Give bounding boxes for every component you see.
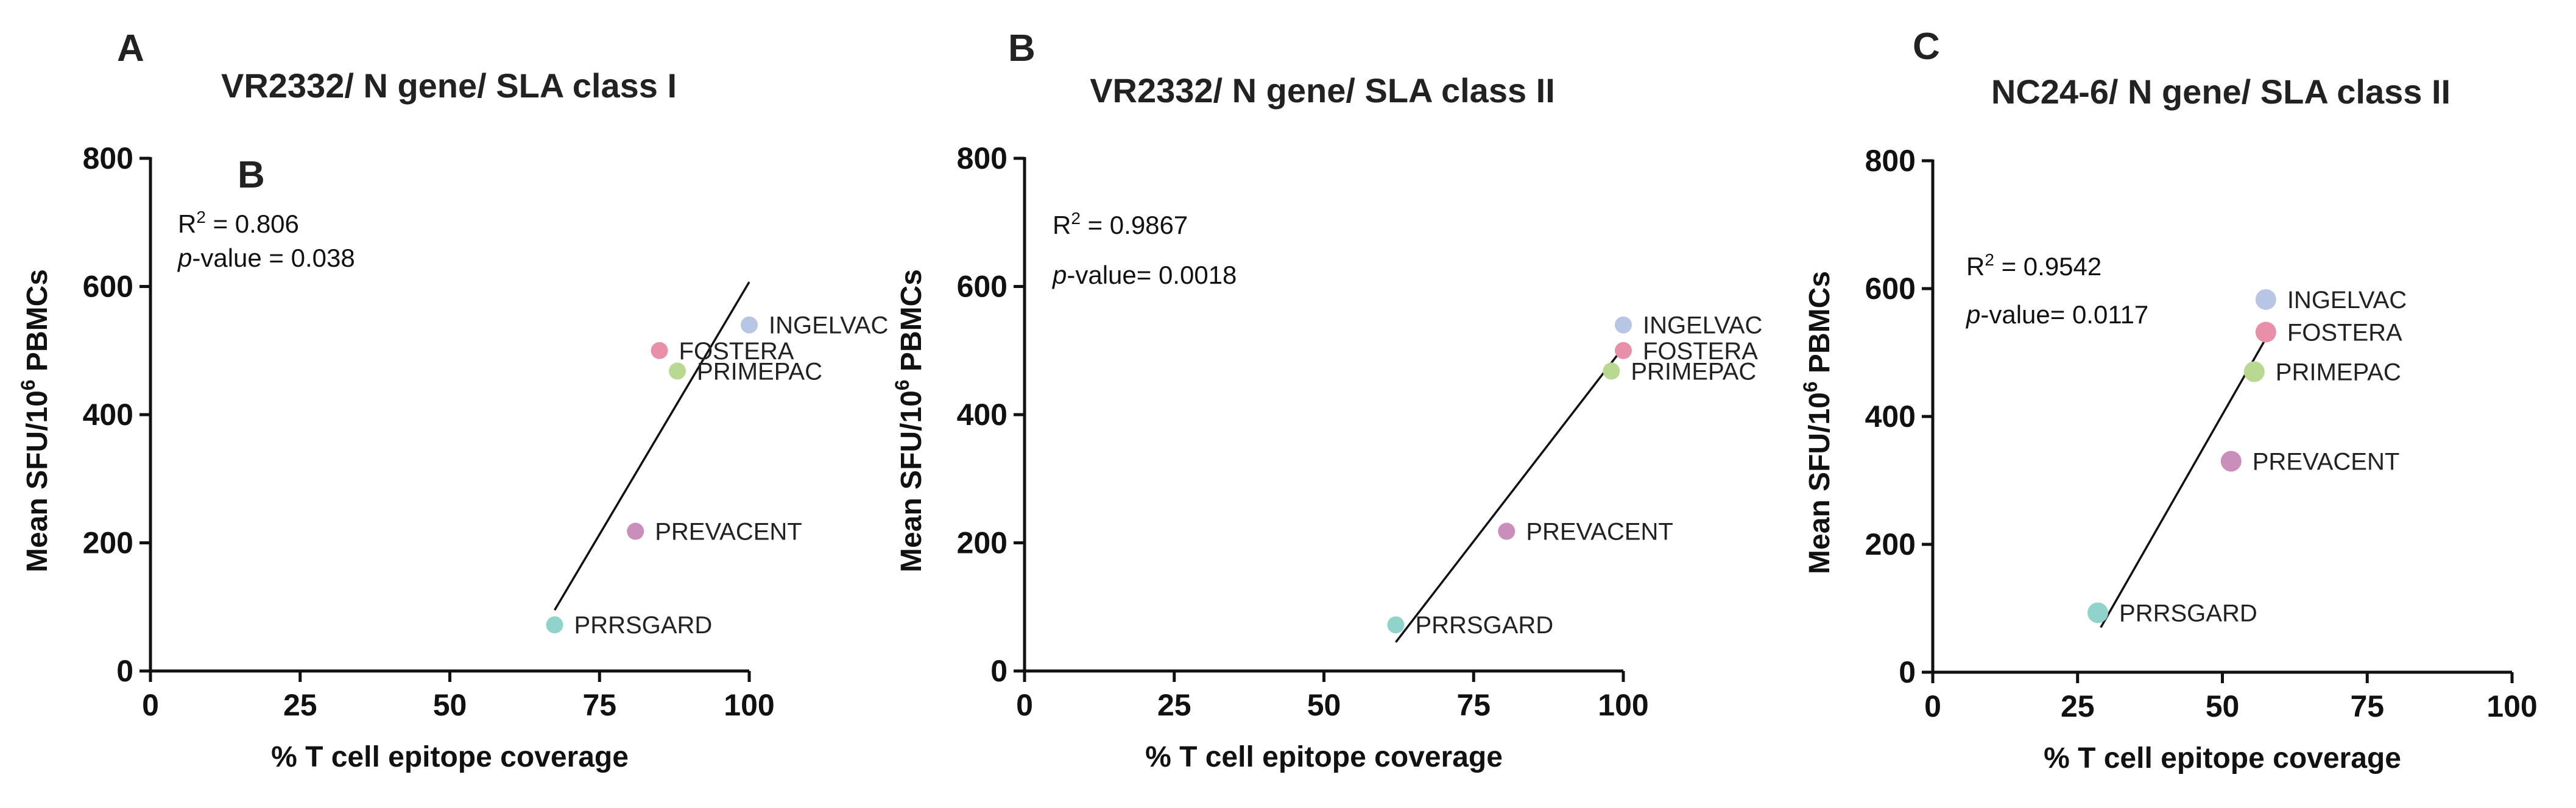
y-tick-label: 200: [957, 526, 1007, 560]
y-tick-label: 600: [83, 270, 133, 304]
chart-title: NC24-6/ N gene/ SLA class II: [1991, 72, 2451, 111]
y-axis-title: Mean SFU/106 PBMCs: [1799, 271, 1836, 574]
data-point-ingelvac: [741, 316, 758, 334]
point-label-primepac: PRIMEPAC: [697, 358, 822, 385]
x-tick-label: 0: [1016, 688, 1033, 722]
y-tick-label: 200: [1865, 527, 1916, 561]
x-axis-title: % T cell epitope coverage: [1145, 741, 1503, 773]
point-label-prevacent: PREVACENT: [1526, 519, 1673, 546]
x-tick-label: 100: [1598, 688, 1648, 722]
y-tick-label: 0: [116, 654, 133, 688]
y-tick-label: 600: [957, 270, 1007, 304]
y-axis-title: Mean SFU/106 PBMCs: [17, 269, 54, 572]
chart-panel-c: C NC24-6/ N gene/ SLA class II 0 25 50 75 100 0…: [1799, 26, 2538, 775]
x-tick-label: 100: [724, 688, 774, 722]
x-tick-label: 100: [2486, 689, 2537, 723]
panel-letter: B: [1008, 27, 1036, 69]
x-tick-label: 25: [283, 688, 317, 722]
data-point-ingelvac: [1615, 316, 1632, 334]
data-point-prrsgard: [1387, 616, 1405, 634]
data-point-fostera: [1615, 342, 1632, 359]
point-label-ingelvac: INGELVAC: [2287, 287, 2407, 314]
data-point-fostera: [2255, 321, 2276, 343]
p-value-annotation: p-value= 0.0018: [1051, 261, 1237, 289]
panel-letter: A: [117, 27, 144, 69]
data-point-ingelvac: [2255, 289, 2276, 310]
inset-letter: B: [238, 154, 265, 196]
point-label-fostera: FOSTERA: [2287, 319, 2402, 346]
point-label-prrsgard: PRRSGARD: [1415, 612, 1553, 639]
regression-line: [1395, 346, 1625, 643]
point-label-prrsgard: PRRSGARD: [574, 612, 713, 639]
point-label-ingelvac: INGELVAC: [1643, 312, 1762, 339]
x-tick-label: 25: [1157, 688, 1191, 722]
x-tick-label: 75: [582, 688, 616, 722]
x-tick-label: 50: [433, 688, 467, 722]
point-label-prevacent: PREVACENT: [655, 519, 802, 546]
y-tick-label: 800: [1865, 144, 1916, 178]
y-tick-label: 0: [1899, 655, 1916, 689]
point-label-fostera: FOSTERA: [1643, 338, 1758, 365]
r-squared-annotation: R2 = 0.806: [178, 208, 299, 238]
regression-line: [2100, 338, 2267, 628]
regression-line: [554, 281, 750, 611]
x-axis-title: % T cell epitope coverage: [271, 741, 629, 773]
data-point-prevacent: [627, 522, 644, 540]
y-tick-label: 800: [957, 141, 1007, 175]
point-label-fostera: FOSTERA: [679, 338, 794, 365]
chart-panel-b: B VR2332/ N gene/ SLA class II 0 25 50 75 100 0…: [891, 27, 1762, 773]
y-tick-label: 0: [990, 654, 1007, 688]
point-label-primepac: PRIMEPAC: [1631, 358, 1756, 385]
y-tick-label: 600: [1865, 272, 1916, 306]
point-label-prrsgard: PRRSGARD: [2119, 600, 2257, 627]
x-tick-label: 25: [2061, 689, 2095, 723]
x-tick-label: 0: [142, 688, 159, 722]
point-label-ingelvac: INGELVAC: [769, 312, 888, 339]
chart-panel-a: A VR2332/ N gene/ SLA class I 0 25 50 75 100 0 2…: [17, 27, 888, 773]
data-point-prrsgard: [2087, 602, 2109, 624]
data-point-primepac: [2243, 361, 2265, 382]
data-point-prrsgard: [546, 616, 563, 634]
x-tick-label: 75: [2350, 689, 2384, 723]
chart-title: VR2332/ N gene/ SLA class I: [221, 66, 677, 105]
x-tick-label: 0: [1924, 689, 1941, 723]
data-point-prevacent: [2220, 451, 2242, 472]
x-tick-label: 50: [1307, 688, 1341, 722]
data-point-primepac: [669, 362, 686, 380]
panel-letter: C: [1913, 26, 1940, 68]
y-tick-label: 800: [83, 141, 133, 175]
chart-title: VR2332/ N gene/ SLA class II: [1090, 71, 1555, 110]
y-tick-label: 400: [1865, 399, 1916, 434]
point-label-prevacent: PREVACENT: [2253, 449, 2400, 476]
y-tick-label: 200: [83, 526, 133, 560]
y-axis-title: Mean SFU/106 PBMCs: [891, 269, 928, 572]
data-point-primepac: [1603, 362, 1620, 380]
x-tick-label: 50: [2206, 689, 2240, 723]
data-point-prevacent: [1498, 522, 1516, 540]
p-value-annotation: p-value = 0.038: [177, 244, 355, 272]
data-point-fostera: [651, 342, 668, 359]
x-axis-title: % T cell epitope coverage: [2044, 742, 2401, 775]
p-value-annotation: p-value= 0.0117: [1965, 300, 2148, 329]
point-label-primepac: PRIMEPAC: [2276, 359, 2401, 386]
r-squared-annotation: R2 = 0.9542: [1966, 250, 2101, 281]
r-squared-annotation: R2 = 0.9867: [1053, 209, 1188, 239]
x-tick-label: 75: [1456, 688, 1491, 722]
y-tick-label: 400: [83, 398, 133, 432]
y-tick-label: 400: [957, 398, 1007, 432]
